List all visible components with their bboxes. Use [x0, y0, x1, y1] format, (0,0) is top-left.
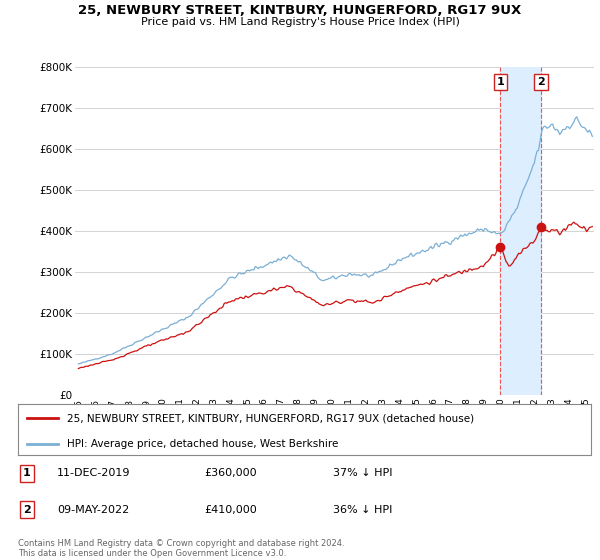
- Text: 09-MAY-2022: 09-MAY-2022: [57, 505, 129, 515]
- Bar: [500, 67, 541, 395]
- Text: HPI: Average price, detached house, West Berkshire: HPI: Average price, detached house, West…: [67, 438, 338, 449]
- Text: Contains HM Land Registry data © Crown copyright and database right 2024.
This d: Contains HM Land Registry data © Crown c…: [18, 539, 344, 558]
- Text: £360,000: £360,000: [204, 468, 257, 478]
- Text: 25, NEWBURY STREET, KINTBURY, HUNGERFORD, RG17 9UX: 25, NEWBURY STREET, KINTBURY, HUNGERFORD…: [79, 4, 521, 17]
- Text: 36% ↓ HPI: 36% ↓ HPI: [333, 505, 392, 515]
- Text: £410,000: £410,000: [204, 505, 257, 515]
- Text: 11-DEC-2019: 11-DEC-2019: [57, 468, 131, 478]
- Text: 1: 1: [23, 468, 31, 478]
- Text: Price paid vs. HM Land Registry's House Price Index (HPI): Price paid vs. HM Land Registry's House …: [140, 17, 460, 27]
- Text: 2: 2: [537, 77, 545, 87]
- Text: 25, NEWBURY STREET, KINTBURY, HUNGERFORD, RG17 9UX (detached house): 25, NEWBURY STREET, KINTBURY, HUNGERFORD…: [67, 413, 474, 423]
- Text: 1: 1: [496, 77, 504, 87]
- Text: 2: 2: [23, 505, 31, 515]
- Text: 37% ↓ HPI: 37% ↓ HPI: [333, 468, 392, 478]
